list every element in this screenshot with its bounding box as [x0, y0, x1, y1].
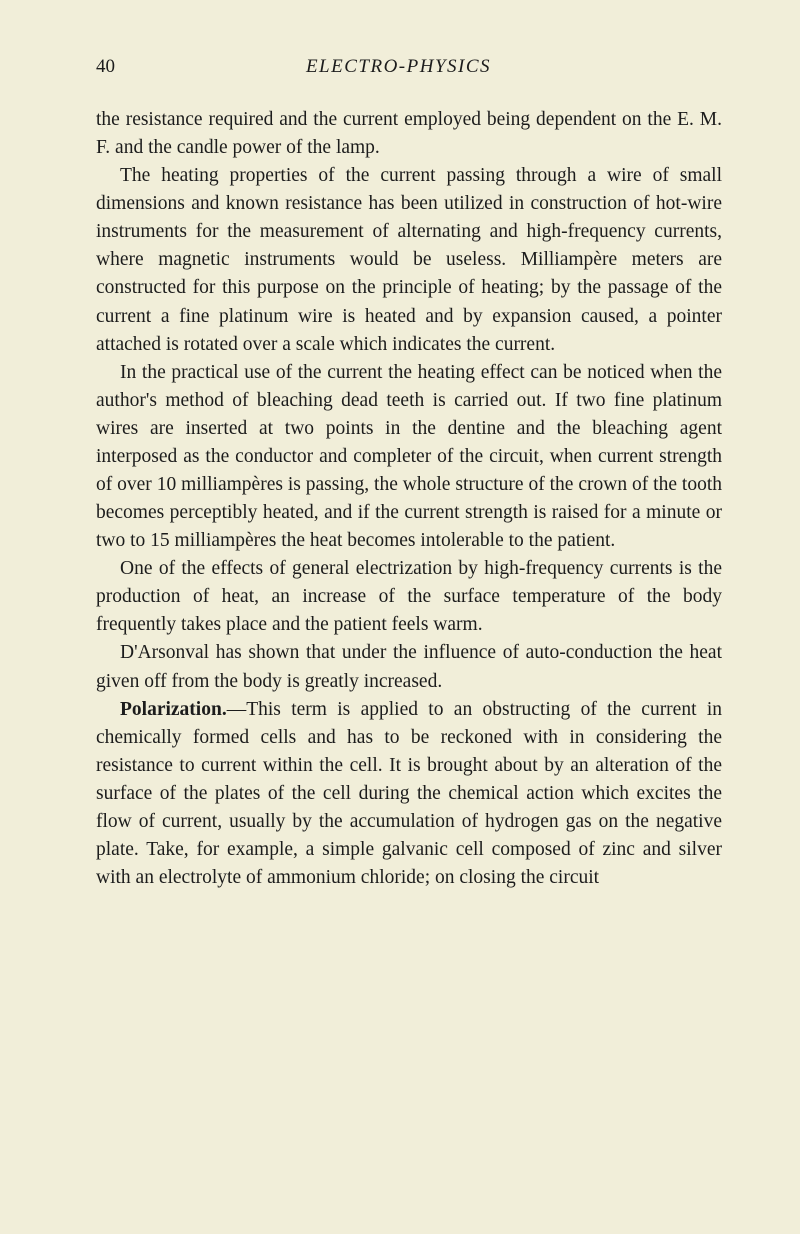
section-heading-polarization: Polarization. — [120, 699, 227, 720]
paragraph-4: One of the effects of general electrizat… — [96, 555, 722, 639]
paragraph-3: In the practical use of the current the … — [96, 359, 722, 556]
page-header: 40 ELECTRO-PHYSICS — [96, 56, 722, 78]
paragraph-6: Polarization.—This term is applied to an… — [96, 696, 722, 893]
chapter-title: ELECTRO-PHYSICS — [115, 56, 682, 78]
paragraph-2: The heating properties of the current pa… — [96, 162, 722, 359]
paragraph-5: D'Arsonval has shown that under the infl… — [96, 639, 722, 695]
body-text: the resistance required and the current … — [96, 106, 722, 892]
paragraph-1: the resistance required and the current … — [96, 106, 722, 162]
paragraph-6-body: —This term is applied to an obstructing … — [96, 699, 722, 888]
page-number: 40 — [96, 56, 115, 78]
